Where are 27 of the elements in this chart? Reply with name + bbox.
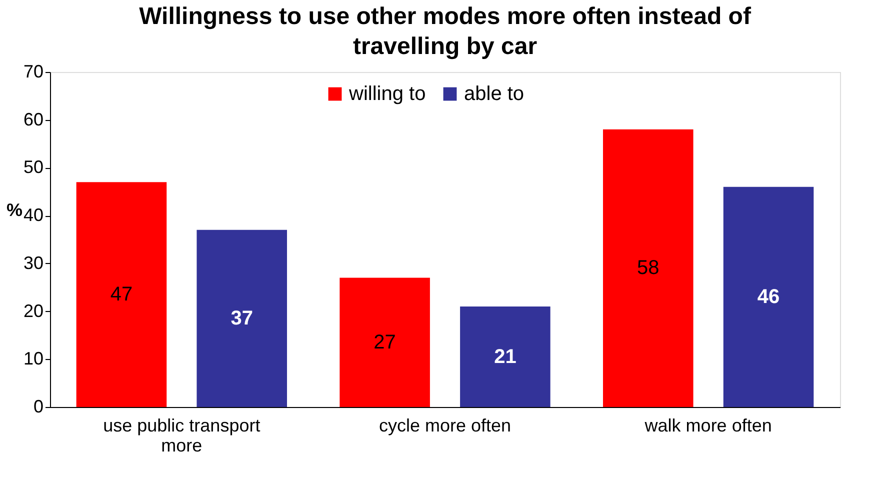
y-tick-label: 60 [23,109,44,130]
bar [76,182,167,407]
y-tick-label: 10 [23,348,44,369]
data-label: 27 [374,331,396,354]
legend-label: able to [464,83,524,105]
bar [196,230,287,407]
y-tick-label: 0 [33,396,44,416]
y-tick-label: 20 [23,300,44,321]
bar [603,129,694,407]
data-label: 21 [494,346,516,368]
bar [340,278,430,407]
data-label: 58 [637,257,660,280]
x-tick-label: use public transport more [103,416,260,456]
x-tick-label: walk more often [644,416,772,436]
bar [723,186,814,407]
chart-title: Willingness to use other modes more often instead of travelling by car [139,3,752,60]
data-label: 47 [110,284,133,306]
y-tick-label: 50 [23,157,44,178]
legend-label: willing to [348,83,426,105]
data-label: 37 [230,307,253,330]
bar [460,306,550,407]
y-tick-label: 40 [23,205,44,226]
x-tick-label: cycle more often [378,416,512,436]
y-tick-label: 70 [23,62,44,82]
y-tick-label: 30 [23,252,44,273]
y-axis-title: % [6,200,22,220]
data-label: 46 [757,286,780,308]
